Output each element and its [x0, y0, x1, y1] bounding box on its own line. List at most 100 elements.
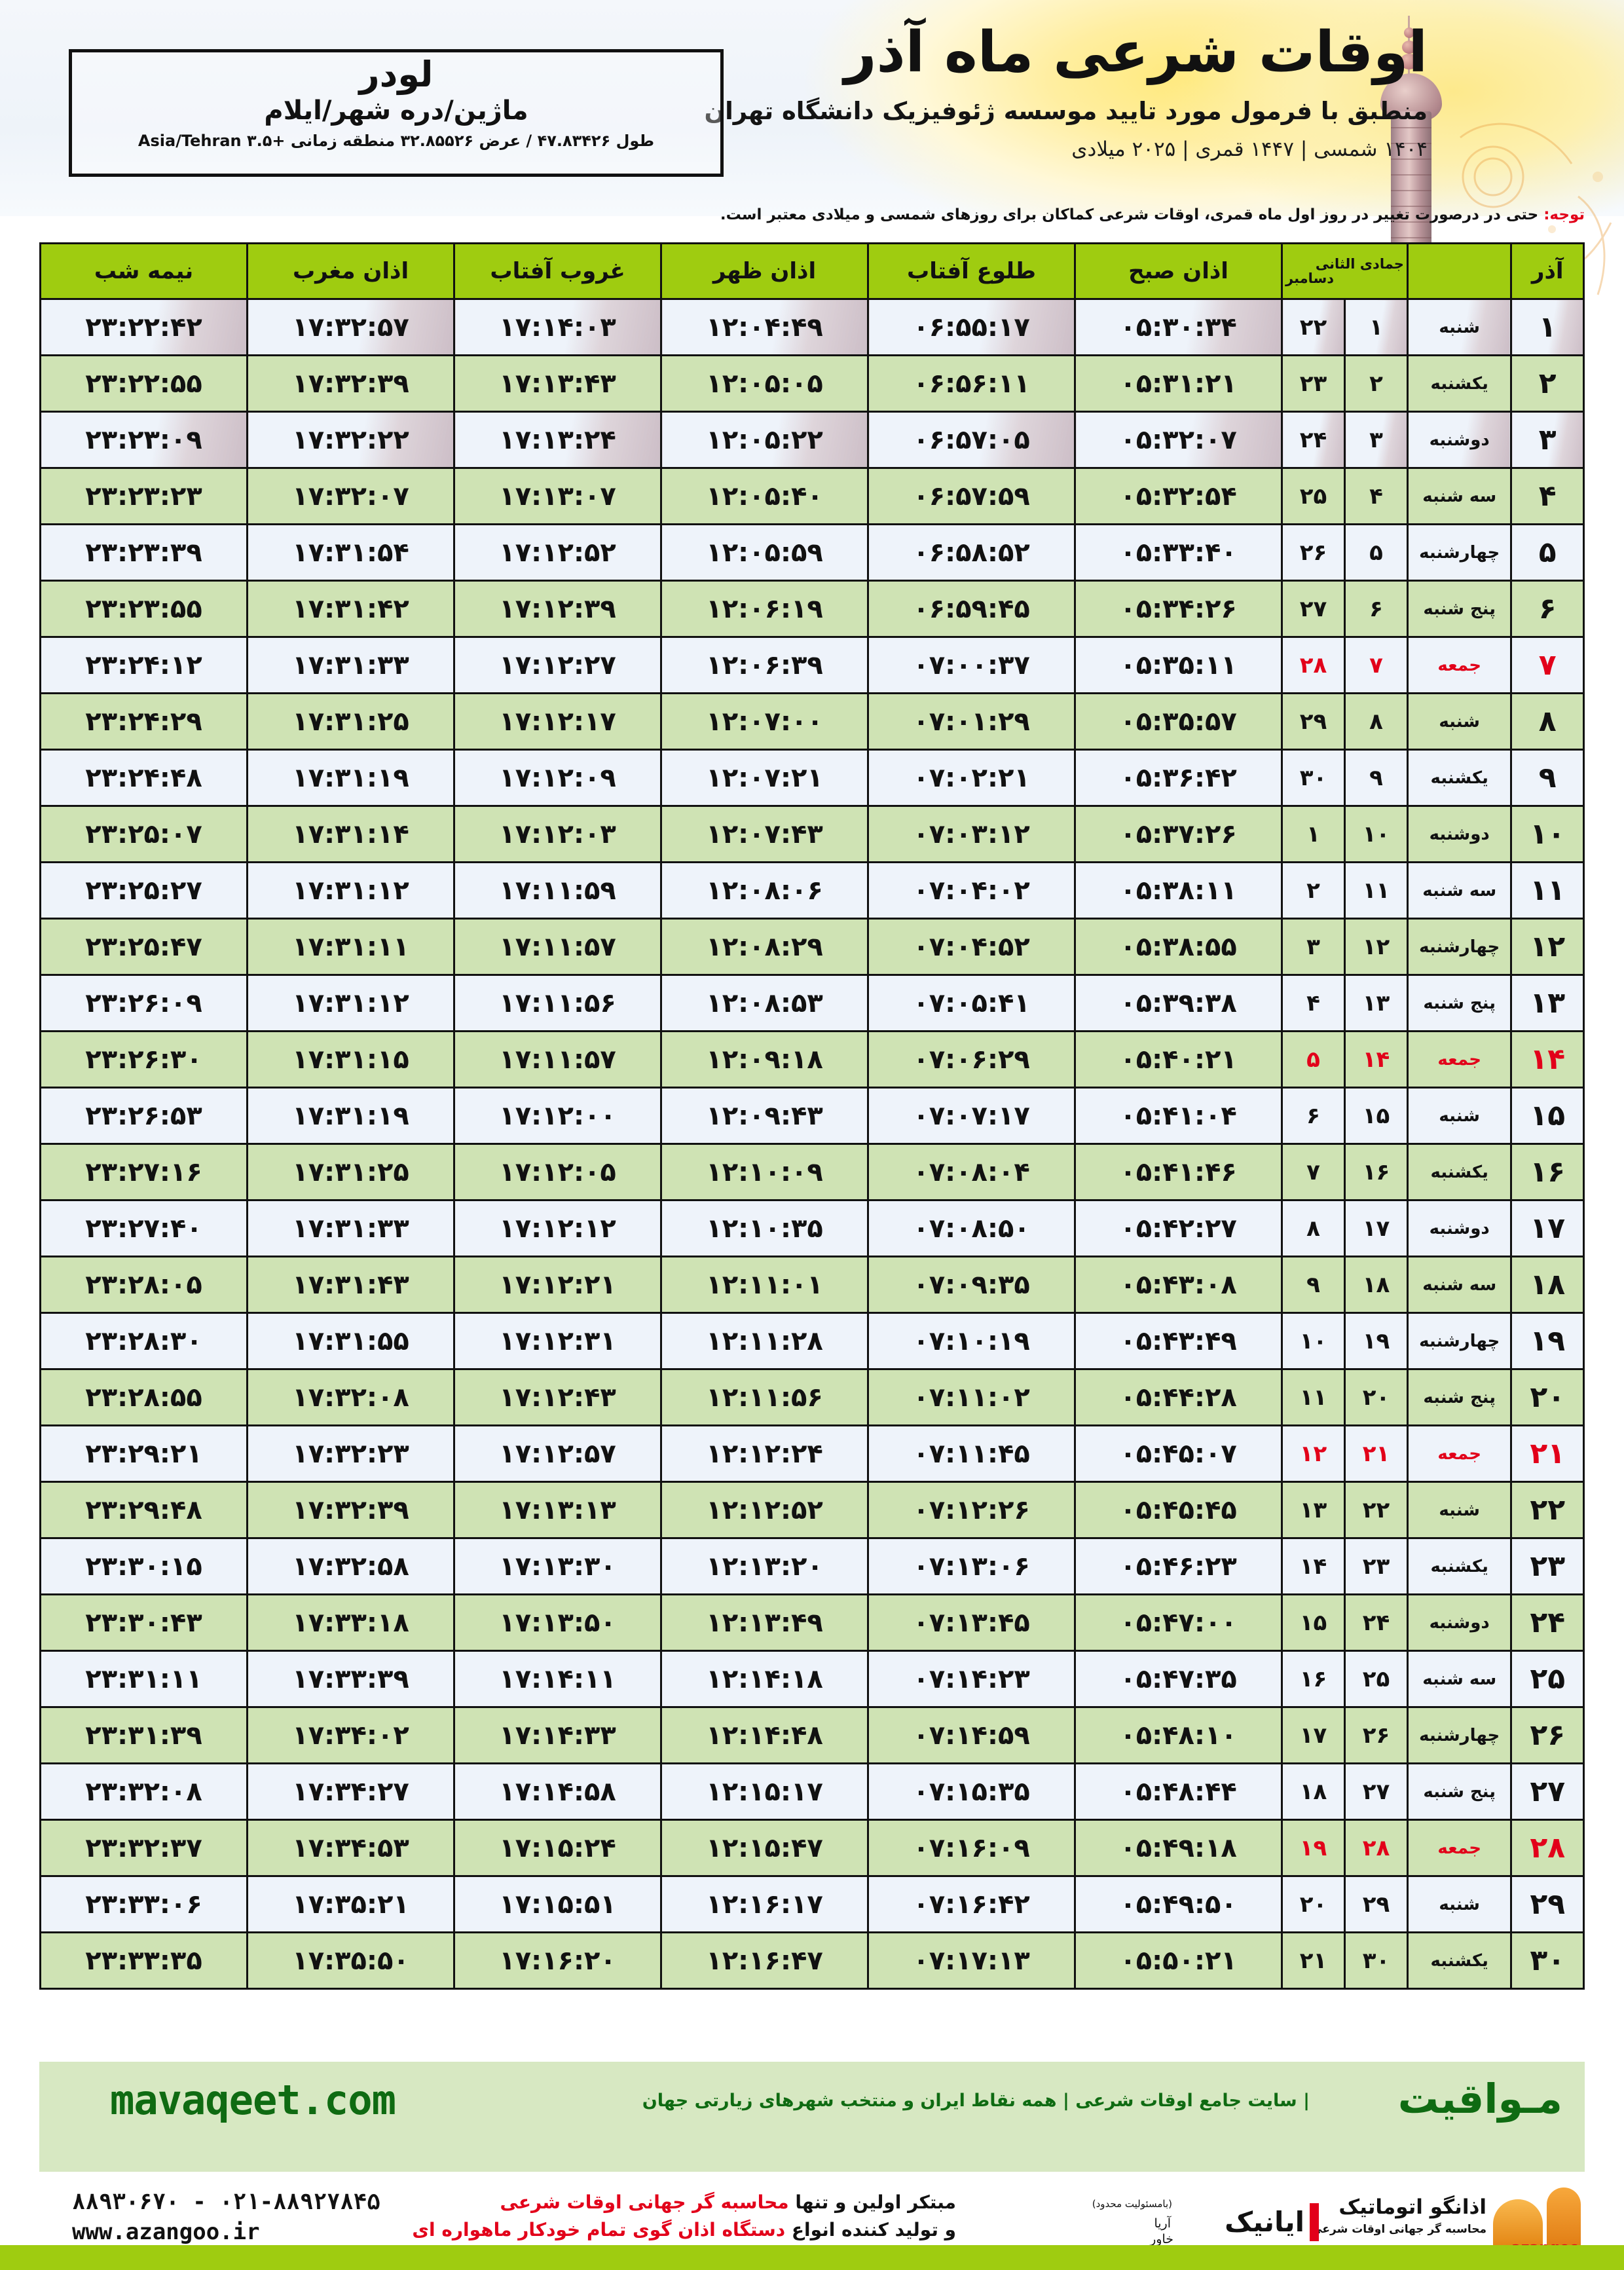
- cell-fajr: ۰۵:۴۴:۲۸: [1074, 1368, 1283, 1426]
- cell-sunrise: ۰۷:۰۵:۴۱: [867, 974, 1077, 1032]
- cell-weekday: شنبه: [1406, 1875, 1513, 1933]
- cell-weekday: دوشنبه: [1406, 1593, 1513, 1652]
- table-row: ۲۲ شنبه ۲۲ ۱۳ ۰۵:۴۵:۴۵ ۰۷:۱۲:۲۶ ۱۲:۱۲:۵۲ ۱۷:۱۳:…: [39, 1481, 1585, 1539]
- cell-greg: ۱۰: [1281, 1312, 1346, 1370]
- cell-greg: ۲۷: [1281, 580, 1346, 638]
- cell-hijri: ۶: [1344, 580, 1409, 638]
- cell-fajr: ۰۵:۴۳:۰۸: [1074, 1256, 1283, 1314]
- cell-hijri: ۲۶: [1344, 1706, 1409, 1764]
- cell-fajr: ۰۵:۳۹:۳۸: [1074, 974, 1283, 1032]
- cell-day: ۱۳: [1510, 974, 1585, 1032]
- cell-fajr: ۰۵:۵۰:۲۱: [1074, 1931, 1283, 1990]
- cell-greg: ۱۹: [1281, 1819, 1346, 1877]
- cell-fajr: ۰۵:۳۷:۲۶: [1074, 805, 1283, 863]
- cell-day: ۲۸: [1510, 1819, 1585, 1877]
- cell-fajr: ۰۵:۴۷:۳۵: [1074, 1650, 1283, 1708]
- cell-dhuhr: ۱۲:۱۵:۱۷: [660, 1762, 870, 1821]
- promo-brand: مـواقیت: [1397, 2075, 1562, 2123]
- cell-weekday: چهارشنبه: [1406, 1706, 1513, 1764]
- cell-fajr: ۰۵:۳۵:۱۱: [1074, 636, 1283, 694]
- cell-greg: ۲۳: [1281, 354, 1346, 413]
- cell-dhuhr: ۱۲:۱۴:۴۸: [660, 1706, 870, 1764]
- cell-maghrib: ۱۷:۳۲:۵۷: [246, 298, 456, 356]
- cell-maghrib: ۱۷:۳۲:۰۸: [246, 1368, 456, 1426]
- cell-dhuhr: ۱۲:۰۵:۴۰: [660, 467, 870, 525]
- footer-website[interactable]: www.azangoo.ir: [72, 2218, 260, 2245]
- cell-fajr: ۰۵:۳۵:۵۷: [1074, 692, 1283, 751]
- cell-fajr: ۰۵:۴۸:۴۴: [1074, 1762, 1283, 1821]
- cell-day: ۱: [1510, 298, 1585, 356]
- promo-website[interactable]: mavaqeet.com: [110, 2076, 396, 2124]
- cell-sunrise: ۰۷:۱۳:۴۵: [867, 1593, 1077, 1652]
- cell-sunrise: ۰۷:۱۴:۵۹: [867, 1706, 1077, 1764]
- cell-greg: ۲۱: [1281, 1931, 1346, 1990]
- cell-midnight: ۲۳:۲۳:۰۹: [39, 411, 249, 469]
- cell-maghrib: ۱۷:۳۱:۴۳: [246, 1256, 456, 1314]
- cell-greg: ۶: [1281, 1087, 1346, 1145]
- location-box: لودر ماژین/دره شهر/ایلام طول ۴۷.۸۳۴۲۶ / …: [69, 49, 724, 177]
- cell-sunrise: ۰۷:۰۷:۱۷: [867, 1087, 1077, 1145]
- table-row: ۱۴ جمعه ۱۴ ۵ ۰۵:۴۰:۲۱ ۰۷:۰۶:۲۹ ۱۲:۰۹:۱۸ ۱۷:۱۱:۵…: [39, 1030, 1585, 1088]
- cell-midnight: ۲۳:۲۶:۳۰: [39, 1030, 249, 1088]
- cell-maghrib: ۱۷:۳۴:۵۳: [246, 1819, 456, 1877]
- cell-greg: ۸: [1281, 1199, 1346, 1257]
- cell-sunset: ۱۷:۱۳:۰۷: [453, 467, 663, 525]
- cell-midnight: ۲۳:۲۵:۴۷: [39, 918, 249, 976]
- promo-tagline: | سایت جامع اوقات شرعی | همه نقاط ایران …: [642, 2091, 1310, 2111]
- cell-weekday: جمعه: [1406, 1819, 1513, 1877]
- cell-day: ۱۲: [1510, 918, 1585, 976]
- cell-weekday: شنبه: [1406, 298, 1513, 356]
- cell-weekday: دوشنبه: [1406, 1199, 1513, 1257]
- cell-hijri: ۱۹: [1344, 1312, 1409, 1370]
- table-header-row: آذر جمادی الثانی دسامبر اذان صبح طلوع آف…: [39, 242, 1585, 300]
- cell-fajr: ۰۵:۳۳:۴۰: [1074, 523, 1283, 582]
- cell-sunset: ۱۷:۱۲:۰۵: [453, 1143, 663, 1201]
- cell-sunset: ۱۷:۱۱:۵۷: [453, 918, 663, 976]
- rayanik-word-aria: آریا: [1154, 2216, 1171, 2231]
- col-header-hijri-gregorian: جمادی الثانی دسامبر: [1281, 242, 1409, 300]
- cell-fajr: ۰۵:۴۲:۲۷: [1074, 1199, 1283, 1257]
- cell-sunset: ۱۷:۱۵:۲۴: [453, 1819, 663, 1877]
- cell-day: ۲۲: [1510, 1481, 1585, 1539]
- cell-greg: ۲۰: [1281, 1875, 1346, 1933]
- cell-day: ۲۳: [1510, 1537, 1585, 1595]
- cell-dhuhr: ۱۲:۰۵:۰۵: [660, 354, 870, 413]
- cell-sunrise: ۰۷:۰۱:۲۹: [867, 692, 1077, 751]
- cell-greg: ۳: [1281, 918, 1346, 976]
- table-row: ۲۹ شنبه ۲۹ ۲۰ ۰۵:۴۹:۵۰ ۰۷:۱۶:۴۲ ۱۲:۱۶:۱۷ ۱۷:۱۵:…: [39, 1875, 1585, 1933]
- cell-midnight: ۲۳:۲۴:۱۲: [39, 636, 249, 694]
- cell-maghrib: ۱۷:۳۲:۰۷: [246, 467, 456, 525]
- cell-greg: ۱۵: [1281, 1593, 1346, 1652]
- cell-hijri: ۴: [1344, 467, 1409, 525]
- cell-maghrib: ۱۷:۳۱:۱۴: [246, 805, 456, 863]
- cell-fajr: ۰۵:۴۹:۱۸: [1074, 1819, 1283, 1877]
- cell-midnight: ۲۳:۲۵:۰۷: [39, 805, 249, 863]
- rayanik-note: (بامسئولیت محدود): [1092, 2198, 1172, 2210]
- cell-hijri: ۱: [1344, 298, 1409, 356]
- cell-hijri: ۱۴: [1344, 1030, 1409, 1088]
- cell-sunset: ۱۷:۱۳:۲۴: [453, 411, 663, 469]
- cell-sunrise: ۰۶:۵۵:۱۷: [867, 298, 1077, 356]
- cell-sunrise: ۰۶:۵۷:۰۵: [867, 411, 1077, 469]
- cell-midnight: ۲۳:۳۳:۳۵: [39, 1931, 249, 1990]
- cell-day: ۲۱: [1510, 1424, 1585, 1483]
- azangoo-logo-name: اذانگو اتوماتیک: [1338, 2195, 1486, 2219]
- table-row: ۱۵ شنبه ۱۵ ۶ ۰۵:۴۱:۰۴ ۰۷:۰۷:۱۷ ۱۲:۰۹:۴۳ ۱۷:۱۲:۰…: [39, 1087, 1585, 1145]
- cell-midnight: ۲۳:۲۳:۳۹: [39, 523, 249, 582]
- cell-midnight: ۲۳:۲۲:۴۲: [39, 298, 249, 356]
- cell-dhuhr: ۱۲:۰۵:۵۹: [660, 523, 870, 582]
- cell-weekday: سه شنبه: [1406, 1650, 1513, 1708]
- table-row: ۱۰ دوشنبه ۱۰ ۱ ۰۵:۳۷:۲۶ ۰۷:۰۳:۱۲ ۱۲:۰۷:۴۳ ۱۷:۱۲…: [39, 805, 1585, 863]
- cell-sunset: ۱۷:۱۲:۱۲: [453, 1199, 663, 1257]
- cell-weekday: شنبه: [1406, 692, 1513, 751]
- cell-midnight: ۲۳:۲۸:۰۵: [39, 1256, 249, 1314]
- cell-sunset: ۱۷:۱۳:۳۰: [453, 1537, 663, 1595]
- cell-greg: ۲۸: [1281, 636, 1346, 694]
- cell-weekday: دوشنبه: [1406, 805, 1513, 863]
- table-row: ۳ دوشنبه ۳ ۲۴ ۰۵:۳۲:۰۷ ۰۶:۵۷:۰۵ ۱۲:۰۵:۲۲ ۱۷:۱۳:…: [39, 411, 1585, 469]
- cell-midnight: ۲۳:۳۲:۳۷: [39, 1819, 249, 1877]
- table-row: ۱۱ سه شنبه ۱۱ ۲ ۰۵:۳۸:۱۱ ۰۷:۰۴:۰۲ ۱۲:۰۸:۰۶ ۱۷:۱…: [39, 861, 1585, 920]
- cell-day: ۱۹: [1510, 1312, 1585, 1370]
- rayanik-logo: ایانیک (بامسئولیت محدود) آریا خاور: [1092, 2189, 1323, 2261]
- slogan-line2-a: و تولید کننده انواع: [785, 2219, 956, 2241]
